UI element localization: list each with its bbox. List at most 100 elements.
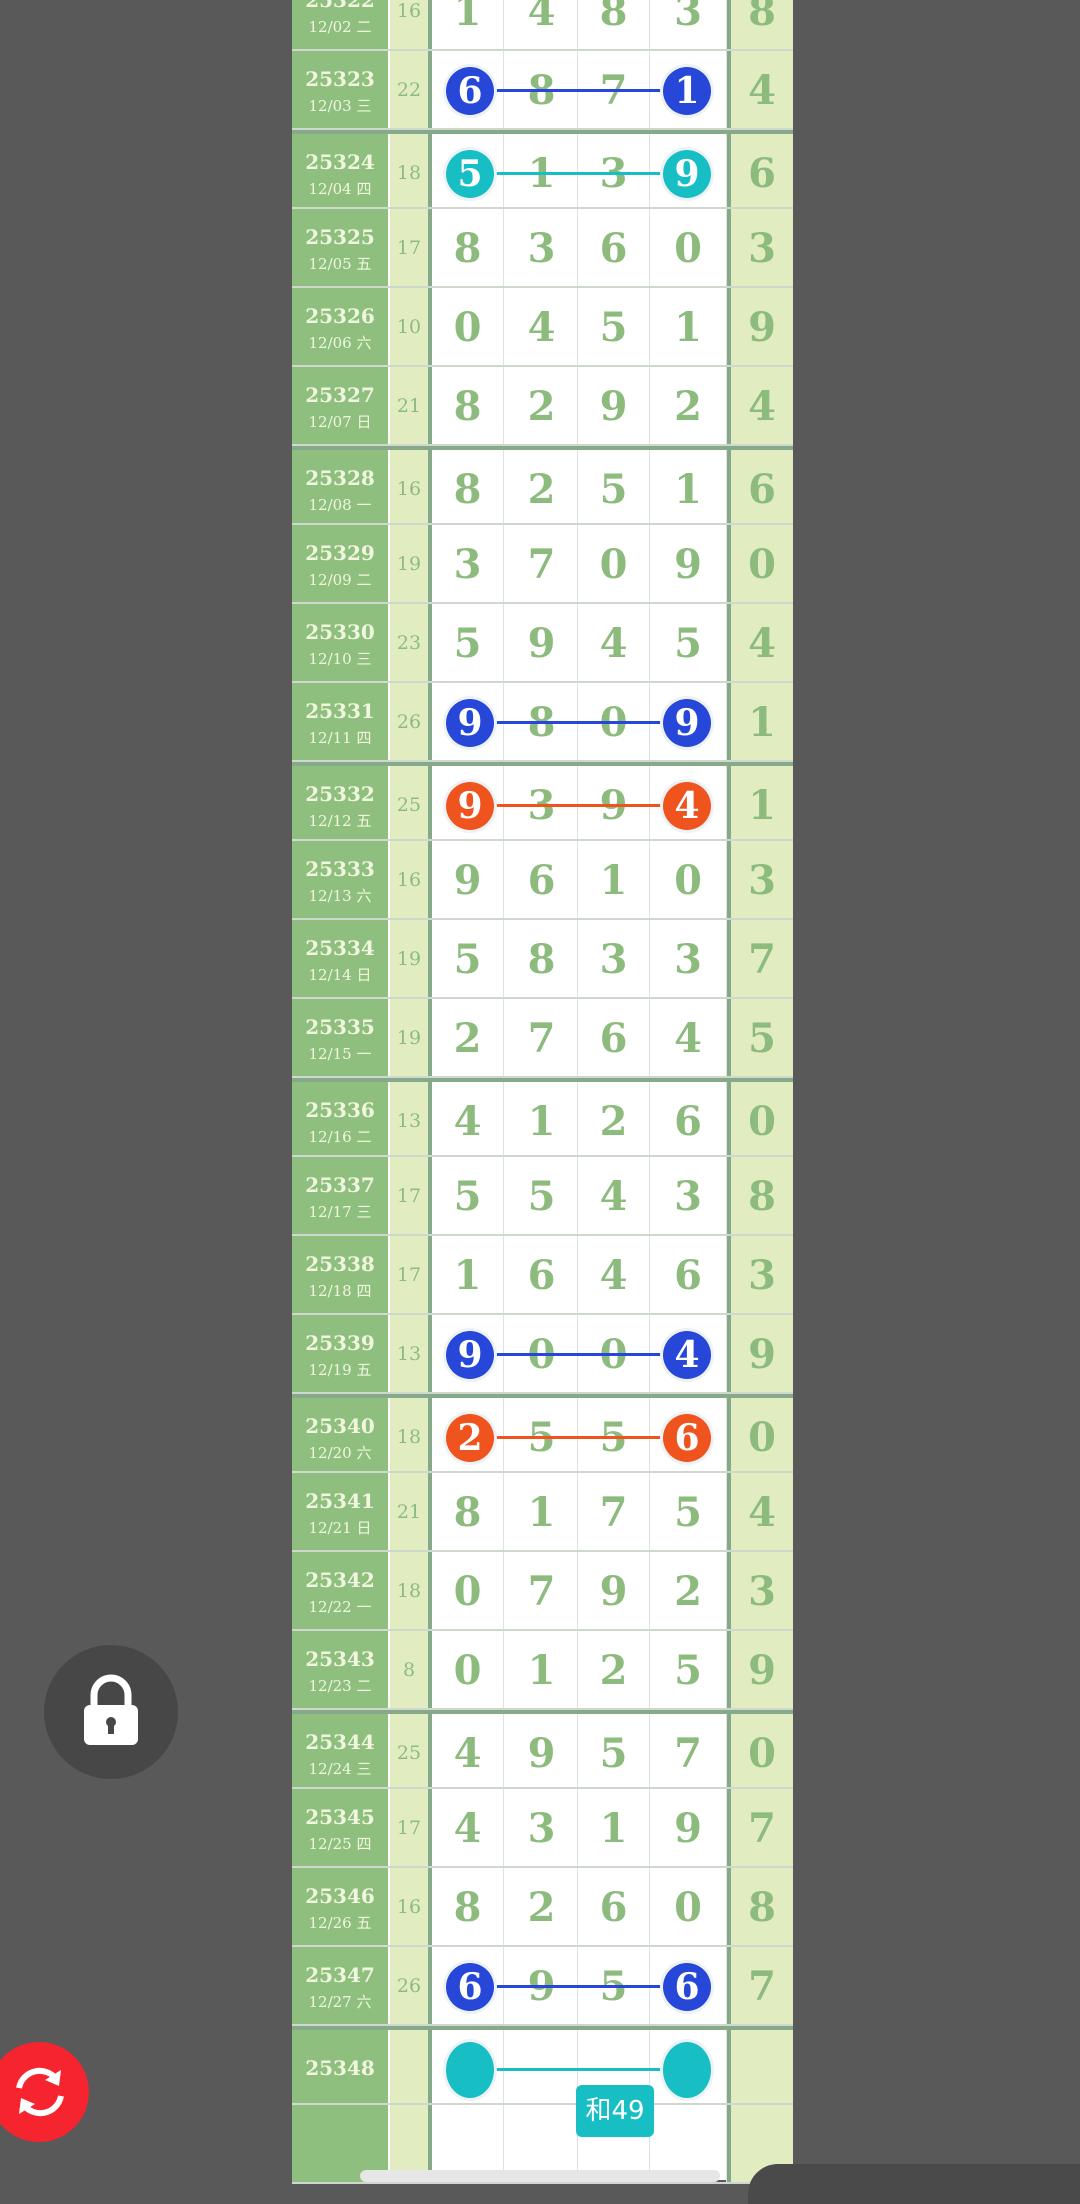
row-header: 25339 12/19 五 [292, 1315, 388, 1392]
digit-cell [650, 2105, 727, 2182]
digit-cell: 6 [578, 999, 650, 1076]
digit-cell: 7 [578, 1473, 650, 1550]
sum-cell: 21 [390, 367, 428, 444]
last-digit-cell: 7 [727, 920, 793, 997]
table-row: 25345 12/25 四 17 4 3 1 9 7 [292, 1789, 793, 1868]
digit-cell: 3 [650, 1157, 727, 1234]
issue-number: 25329 [305, 541, 375, 565]
digit-cell: 1 [578, 841, 650, 918]
issue-number: 25327 [305, 383, 375, 407]
column-divider [428, 1398, 432, 1471]
column-divider [428, 1631, 432, 1708]
digit-cell: 2 [432, 999, 504, 1076]
digit-cell: 8 [432, 1868, 504, 1945]
digit-cell [506, 2105, 578, 2182]
digit-cell: 9 [650, 525, 727, 602]
digit-cell: 1 [650, 288, 727, 365]
digit-cell: 9 [506, 604, 578, 681]
digit-cell: 5 [506, 1157, 578, 1234]
digit-cell: 5 [432, 1157, 504, 1234]
connector-line [482, 721, 662, 724]
column-divider [428, 1552, 432, 1629]
lock-button[interactable] [44, 1645, 178, 1779]
table-row: 25325 12/05 五 17 8 3 6 0 3 [292, 209, 793, 288]
digit-cell: 1 [432, 1236, 504, 1313]
digit-cell: 0 [578, 525, 650, 602]
highlight-ball: 4 [663, 782, 711, 830]
last-digit-cell: 7 [727, 1947, 793, 2024]
digit-cell: 6 [506, 841, 578, 918]
highlight-ball: 6 [446, 1963, 494, 2011]
last-digit-cell: 4 [727, 367, 793, 444]
refresh-button[interactable] [0, 2042, 89, 2142]
table-row: 25334 12/14 日 19 5 8 3 3 7 [292, 920, 793, 999]
digit-cell: 4 [432, 1789, 504, 1866]
row-header: 25328 12/08 一 [292, 450, 388, 523]
column-divider [428, 525, 432, 602]
column-divider [428, 209, 432, 286]
table-row: 25335 12/15 一 19 2 7 6 4 5 [292, 999, 793, 1078]
last-digit-cell: 8 [727, 1157, 793, 1234]
row-header: 25326 12/06 六 [292, 288, 388, 365]
digit-cell: 4 [578, 604, 650, 681]
sum-cell: 18 [390, 1398, 428, 1471]
row-header: 25348 [292, 2030, 388, 2103]
digit-cell: 8 [432, 367, 504, 444]
issue-number: 25339 [305, 1331, 375, 1355]
row-header: 25344 12/24 三 [292, 1714, 388, 1787]
digit-cell: 6 [650, 1236, 727, 1313]
column-divider [428, 1714, 432, 1787]
digit-cell: 5 [650, 1473, 727, 1550]
last-digit-cell: 8 [727, 1868, 793, 1945]
row-header: 25335 12/15 一 [292, 999, 388, 1076]
last-digit-cell: 4 [727, 51, 793, 128]
last-digit-cell: 3 [727, 209, 793, 286]
digit-cell: 5 [650, 604, 727, 681]
column-divider [428, 51, 432, 128]
sum-cell: 13 [390, 1082, 428, 1155]
digit-cell: 7 [506, 525, 578, 602]
digit-cell: 5 [432, 604, 504, 681]
row-header: 25341 12/21 日 [292, 1473, 388, 1550]
issue-date: 12/06 六 [308, 334, 372, 352]
table-row: 25336 12/16 二 13 4 1 2 6 0 [292, 1078, 793, 1157]
connector-line [482, 804, 662, 807]
row-header: 25347 12/27 六 [292, 1947, 388, 2024]
scrollbar[interactable] [360, 2170, 720, 2182]
highlight-ball: 6 [663, 1414, 711, 1462]
column-divider [428, 604, 432, 681]
issue-date: 12/10 三 [308, 650, 372, 668]
digit-cell: 1 [506, 1473, 578, 1550]
last-digit-cell: 6 [727, 134, 793, 207]
issue-number: 25338 [305, 1252, 375, 1276]
issue-number: 25347 [305, 1963, 375, 1987]
highlight-ball [663, 2042, 711, 2098]
issue-date: 12/16 二 [308, 1128, 372, 1146]
sum-cell: 22 [390, 51, 428, 128]
digit-cell: 4 [506, 288, 578, 365]
column-divider [428, 1868, 432, 1945]
digit-cell: 5 [578, 288, 650, 365]
digit-cell: 4 [650, 999, 727, 1076]
row-header: 25336 12/16 二 [292, 1082, 388, 1155]
issue-number: 25326 [305, 304, 375, 328]
column-divider [428, 0, 432, 49]
issue-date: 12/23 二 [308, 1677, 372, 1695]
sum-hint-badge: 和49 [576, 2085, 654, 2137]
issue-date: 12/19 五 [308, 1361, 372, 1379]
digit-cell [650, 1398, 727, 1471]
digit-cell [578, 2030, 650, 2103]
row-header [292, 2105, 388, 2182]
row-header: 25343 12/23 二 [292, 1631, 388, 1708]
row-header: 25338 12/18 四 [292, 1236, 388, 1313]
digit-cell: 1 [506, 1082, 578, 1155]
digit-cell: 0 [432, 1631, 504, 1708]
sum-cell: 25 [390, 766, 428, 839]
issue-number: 25335 [305, 1015, 375, 1039]
sum-cell: 18 [390, 134, 428, 207]
column-divider [428, 1947, 432, 2024]
digit-cell: 3 [650, 0, 727, 49]
digit-cell: 2 [506, 367, 578, 444]
issue-date: 12/26 五 [308, 1914, 372, 1932]
